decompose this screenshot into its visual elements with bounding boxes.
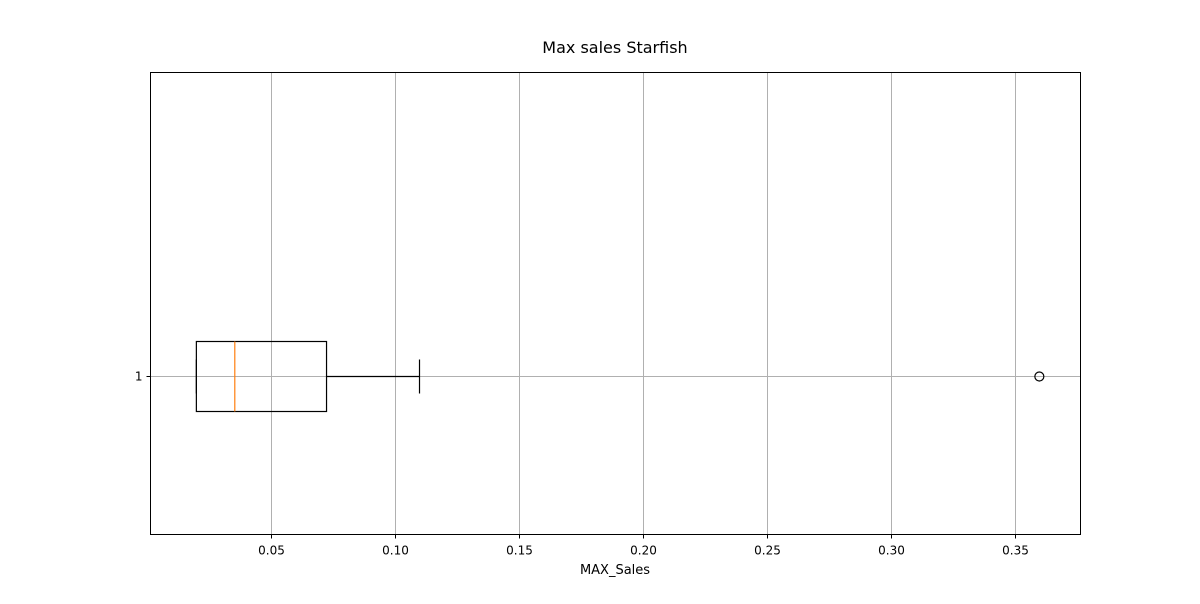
y-tick-label: 1 xyxy=(135,370,143,384)
box-layer xyxy=(195,340,1045,413)
x-tick-label: 0.10 xyxy=(382,544,409,558)
outlier-point xyxy=(1034,371,1045,382)
x-tick-label: 0.20 xyxy=(630,544,657,558)
x-tick-label: 0.05 xyxy=(258,544,285,558)
x-axis-label: MAX_Sales xyxy=(580,563,650,578)
iqr-box xyxy=(195,340,328,413)
y-axis-ticks: 1 xyxy=(135,370,151,384)
x-tick-label: 0.15 xyxy=(506,544,533,558)
plot-frame xyxy=(150,72,1081,535)
x-tick-label: 0.30 xyxy=(878,544,905,558)
x-tick-label: 0.25 xyxy=(754,544,781,558)
grid-layer xyxy=(150,72,1081,535)
x-tick-label: 0.35 xyxy=(1002,544,1029,558)
chart-title: Max sales Starfish xyxy=(542,38,687,57)
x-axis-ticks: 0.05 0.10 0.15 0.20 0.25 0.30 0.35 xyxy=(258,534,1029,558)
